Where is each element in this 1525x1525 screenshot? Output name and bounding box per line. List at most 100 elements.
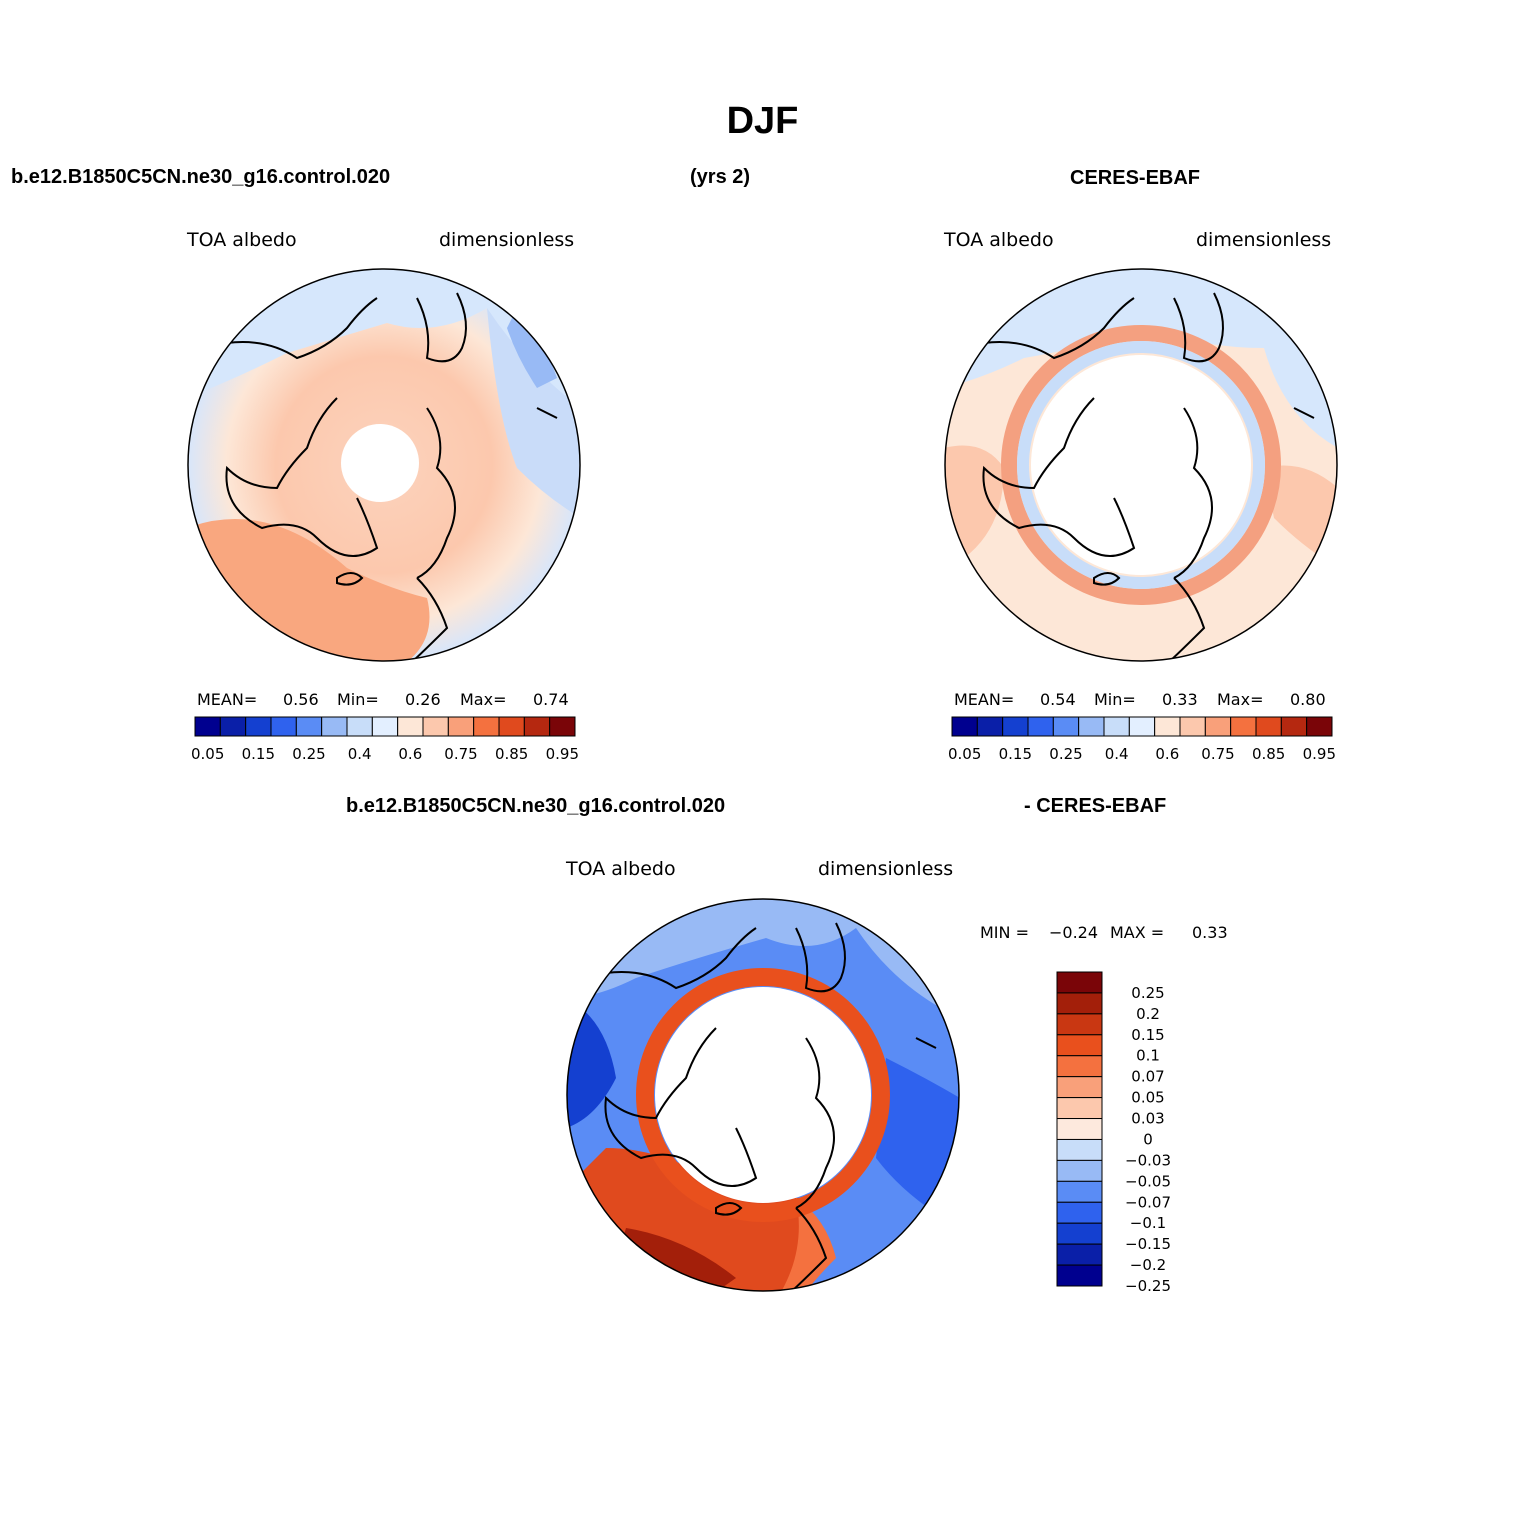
- obs-colorbar-tick: 0.75: [1201, 745, 1234, 763]
- obs-polar-map: [944, 268, 1338, 662]
- diff-colorbar-box: [1056, 1013, 1103, 1036]
- diff-colorbar-box: [1056, 1076, 1103, 1099]
- diff-colorbar-box: [1056, 1222, 1103, 1245]
- diff-colorbar-box: [1056, 1243, 1103, 1266]
- diff-colorbar-tick: 0.2: [1136, 1005, 1160, 1023]
- diff-colorbar-box: [1056, 1159, 1103, 1182]
- obs-colorbar-box: [1128, 716, 1156, 737]
- diff-scandinavia-high: [781, 1198, 836, 1291]
- model-colorbar-box: [346, 716, 373, 737]
- diff-map-border: [566, 898, 960, 1292]
- diff-colorbar-tick: 0.15: [1131, 1026, 1164, 1044]
- diff-colorbar-tick: −0.2: [1130, 1256, 1166, 1274]
- case-name: b.e12.B1850C5CN.ne30_g16.control.020: [11, 166, 391, 188]
- obs-colorbar-box: [1078, 716, 1105, 737]
- diff-colorbar-box: [1056, 1201, 1103, 1224]
- obs-colorbar-box: [976, 716, 1004, 737]
- diff-min-label: MIN =: [980, 923, 1029, 942]
- model-colorbar-box: [219, 716, 247, 737]
- model-colorbar-box: [321, 716, 348, 737]
- diff-colorbar-tick: −0.05: [1125, 1172, 1171, 1190]
- model-colorbar-box: [473, 716, 500, 737]
- diff-colorbar-tick: −0.07: [1125, 1193, 1171, 1211]
- obs-colorbar-box: [1306, 716, 1333, 737]
- model-mean-value: 0.56: [283, 690, 319, 709]
- model-colorbar-tick: 0.15: [242, 745, 275, 763]
- obs-left-label: TOA albedo: [944, 229, 1054, 251]
- model-low-patch: [507, 308, 557, 388]
- diff-coastlines: [604, 922, 937, 1291]
- model-missing-pole: [341, 424, 419, 502]
- diff-right-label: dimensionless: [818, 858, 954, 880]
- model-colorbar-tick: 0.05: [191, 745, 224, 763]
- diff-min-value: −0.24: [1049, 923, 1099, 942]
- diff-colorbar-tick: −0.25: [1125, 1277, 1171, 1295]
- obs-colorbar-box: [1052, 716, 1080, 737]
- model-colorbar-box: [371, 716, 399, 737]
- obs-atlantic-patch: [1264, 465, 1337, 568]
- model-colorbar-tick: 0.95: [546, 745, 579, 763]
- obs-mean-label: MEAN=: [954, 690, 1015, 709]
- obs-colorbar-box: [1027, 716, 1054, 737]
- diff-high-ring: [636, 968, 890, 1222]
- diff-colorbar-box: [1056, 1097, 1103, 1120]
- obs-colorbar-tick: 0.95: [1303, 745, 1336, 763]
- obs-colorbar: 0.05 0.15 0.25 0.4 0.6 0.75 0.85 0.95: [948, 716, 1336, 763]
- obs-high-ring: [1001, 325, 1281, 605]
- diff-colorbar-box: [1056, 1118, 1103, 1140]
- model-pacific-low: [188, 269, 580, 428]
- model-colorbar-box: [295, 716, 323, 737]
- model-colorbar-box: [270, 716, 297, 737]
- diff-colorbar-box: [1056, 1264, 1103, 1287]
- model-colorbar: 0.05 0.15 0.25 0.4 0.6 0.75 0.85 0.95: [191, 716, 579, 763]
- model-colorbar-tick: 0.6: [398, 745, 422, 763]
- years-label: (yrs 2): [690, 166, 751, 188]
- diff-north-band: [567, 899, 959, 1018]
- obs-colorbar-box: [1154, 716, 1181, 737]
- obs-colorbar-box: [1255, 716, 1282, 737]
- obs-name: CERES-EBAF: [1070, 167, 1201, 189]
- model-colorbar-tick: 0.4: [348, 745, 372, 763]
- model-colorbar-box: [397, 716, 424, 737]
- diff-left-label: TOA albedo: [566, 858, 676, 880]
- obs-colorbar-box: [1280, 716, 1308, 737]
- model-colorbar-box: [194, 716, 221, 737]
- model-colorbar-tick: 0.25: [292, 745, 325, 763]
- obs-colorbar-box: [1179, 716, 1206, 737]
- model-atlantic-low: [487, 308, 580, 518]
- model-left-label: TOA albedo: [187, 229, 297, 251]
- obs-colorbar-box: [1204, 716, 1232, 737]
- obs-right-label: dimensionless: [1196, 229, 1332, 251]
- model-max-label: Max=: [460, 690, 507, 709]
- obs-low-ring: [1017, 341, 1265, 589]
- model-min-label: Min=: [337, 690, 379, 709]
- diff-colorbar-tick: −0.1: [1130, 1214, 1166, 1232]
- obs-colorbar-tick: 0.4: [1105, 745, 1129, 763]
- diff-colorbar-tick: 0.03: [1131, 1110, 1164, 1128]
- diff-max-value: 0.33: [1192, 923, 1228, 942]
- obs-max-value: 0.80: [1290, 690, 1326, 709]
- diff-case-name: b.e12.B1850C5CN.ne30_g16.control.020: [346, 795, 726, 817]
- model-right-label: dimensionless: [439, 229, 575, 251]
- model-max-value: 0.74: [533, 690, 569, 709]
- diff-colorbar-tick: 0: [1143, 1130, 1153, 1148]
- diff-colorbar-box: [1056, 1138, 1103, 1161]
- obs-colorbar-tick: 0.6: [1155, 745, 1179, 763]
- model-colorbar-box: [245, 716, 272, 737]
- figure-title: DJF: [726, 100, 799, 142]
- obs-colorbar-box: [1103, 716, 1130, 737]
- obs-missing-pole: [1031, 355, 1251, 575]
- model-colorbar-box: [523, 716, 551, 737]
- model-colorbar-tick: 0.75: [444, 745, 477, 763]
- diff-colorbar-box: [1056, 1034, 1103, 1057]
- model-polar-map: [187, 268, 581, 662]
- model-colorbar-box: [422, 716, 449, 737]
- model-map-border: [187, 268, 581, 662]
- obs-pacific-low: [945, 269, 1337, 448]
- diff-colorbar-box: [1056, 992, 1103, 1015]
- diff-colorbar-box: [1056, 1055, 1103, 1078]
- model-colorbar-box: [447, 716, 475, 737]
- obs-max-label: Max=: [1217, 690, 1264, 709]
- obs-colorbar-tick: 0.85: [1252, 745, 1285, 763]
- diff-colorbar-tick: −0.03: [1125, 1151, 1171, 1169]
